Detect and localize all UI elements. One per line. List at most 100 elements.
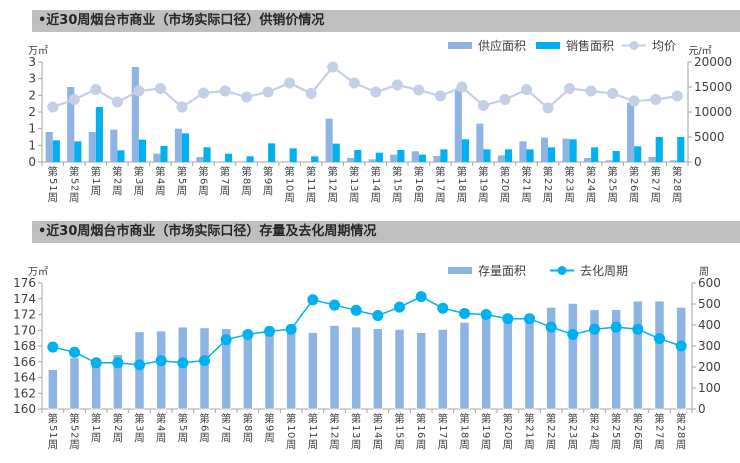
svg-text:4: 4 xyxy=(372,432,383,438)
sales-bar xyxy=(526,149,534,162)
svg-text:2: 2 xyxy=(564,178,575,184)
legend-label: 销售面积 xyxy=(566,38,614,53)
sales-bar xyxy=(138,139,147,162)
x-tick-label: 第5周 xyxy=(177,412,188,444)
svg-text:1: 1 xyxy=(307,425,318,431)
price-point xyxy=(47,101,59,113)
svg-text:6: 6 xyxy=(415,432,426,438)
svg-text:6: 6 xyxy=(628,185,639,191)
cycle-point xyxy=(437,302,449,314)
svg-text:周: 周 xyxy=(48,439,59,451)
cycle-point xyxy=(47,341,59,353)
cycle-point xyxy=(654,333,665,345)
svg-text:第: 第 xyxy=(349,165,360,178)
svg-text:第: 第 xyxy=(199,412,210,425)
svg-text:2: 2 xyxy=(545,432,556,438)
svg-text:第: 第 xyxy=(155,165,166,178)
svg-text:第: 第 xyxy=(457,165,468,178)
svg-text:2: 2 xyxy=(111,178,122,184)
supply-bar xyxy=(519,141,527,162)
svg-text:8: 8 xyxy=(675,432,686,438)
sales-bar xyxy=(246,156,254,162)
left-tick-label: 1 xyxy=(28,138,36,152)
stock-bar xyxy=(589,309,600,410)
x-tick-label: 第1周 xyxy=(90,412,101,444)
svg-text:第: 第 xyxy=(394,412,405,425)
svg-text:第: 第 xyxy=(286,412,297,425)
svg-text:周: 周 xyxy=(329,439,340,451)
sales-bar xyxy=(612,151,620,162)
x-tick-label: 第7周 xyxy=(220,412,231,444)
x-tick-label: 第7周 xyxy=(219,165,230,197)
legend-swatch xyxy=(536,42,560,49)
svg-text:5: 5 xyxy=(47,425,58,431)
cycle-point xyxy=(524,313,535,325)
price-point xyxy=(542,102,554,114)
svg-text:5: 5 xyxy=(176,178,187,184)
svg-text:第: 第 xyxy=(221,412,232,425)
svg-text:9: 9 xyxy=(480,432,491,438)
stock-bar xyxy=(676,307,687,410)
svg-text:9: 9 xyxy=(264,425,275,431)
svg-text:2: 2 xyxy=(502,425,513,431)
sales-bar xyxy=(440,149,448,162)
svg-text:6: 6 xyxy=(198,178,209,184)
sales-bar xyxy=(397,150,405,162)
svg-text:周: 周 xyxy=(457,192,468,204)
cycle-point xyxy=(112,357,124,369)
svg-text:周: 周 xyxy=(351,439,362,451)
left-tick-label: 164 xyxy=(13,371,36,385)
svg-text:第: 第 xyxy=(243,412,254,425)
svg-text:1: 1 xyxy=(47,432,58,438)
svg-text:第: 第 xyxy=(568,412,579,425)
svg-text:周: 周 xyxy=(286,439,297,451)
stock-bar xyxy=(459,322,470,410)
legend-cycle: 去化周期 xyxy=(550,264,628,278)
price-point xyxy=(90,84,102,95)
supply-bar xyxy=(174,128,182,162)
svg-text:第: 第 xyxy=(676,412,687,425)
x-tick-label: 第4周 xyxy=(154,165,165,197)
svg-text:第: 第 xyxy=(329,412,340,425)
supply-bar xyxy=(476,123,484,162)
left-axis-unit: 万㎡ xyxy=(28,266,48,278)
svg-text:3: 3 xyxy=(567,432,578,438)
svg-text:周: 周 xyxy=(629,192,640,204)
cycle-point xyxy=(177,357,189,369)
sales-bar xyxy=(548,147,556,162)
svg-text:2: 2 xyxy=(69,432,80,438)
svg-text:第: 第 xyxy=(112,165,123,178)
legend-swatch xyxy=(448,267,472,274)
sales-bar xyxy=(677,137,685,162)
svg-text:第: 第 xyxy=(629,165,640,178)
supply-bar xyxy=(648,157,656,162)
sales-bar xyxy=(634,146,642,162)
svg-text:3: 3 xyxy=(133,178,144,184)
legend-label: 均价 xyxy=(652,39,676,53)
svg-text:周: 周 xyxy=(459,439,470,451)
svg-text:6: 6 xyxy=(413,185,424,191)
svg-text:1: 1 xyxy=(47,185,58,191)
sales-bar xyxy=(569,139,577,162)
right-tick-label: 0 xyxy=(698,402,706,416)
x-tick-label: 第6周 xyxy=(198,165,209,197)
svg-text:周: 周 xyxy=(589,439,600,451)
price-point xyxy=(585,85,597,97)
legend-marker xyxy=(557,266,567,275)
price-point xyxy=(327,61,339,73)
stock-bar xyxy=(437,329,448,410)
cycle-point xyxy=(307,294,319,306)
cycle-point xyxy=(329,299,340,311)
svg-text:周: 周 xyxy=(546,439,557,451)
x-tick-label: 第8周 xyxy=(241,165,252,197)
